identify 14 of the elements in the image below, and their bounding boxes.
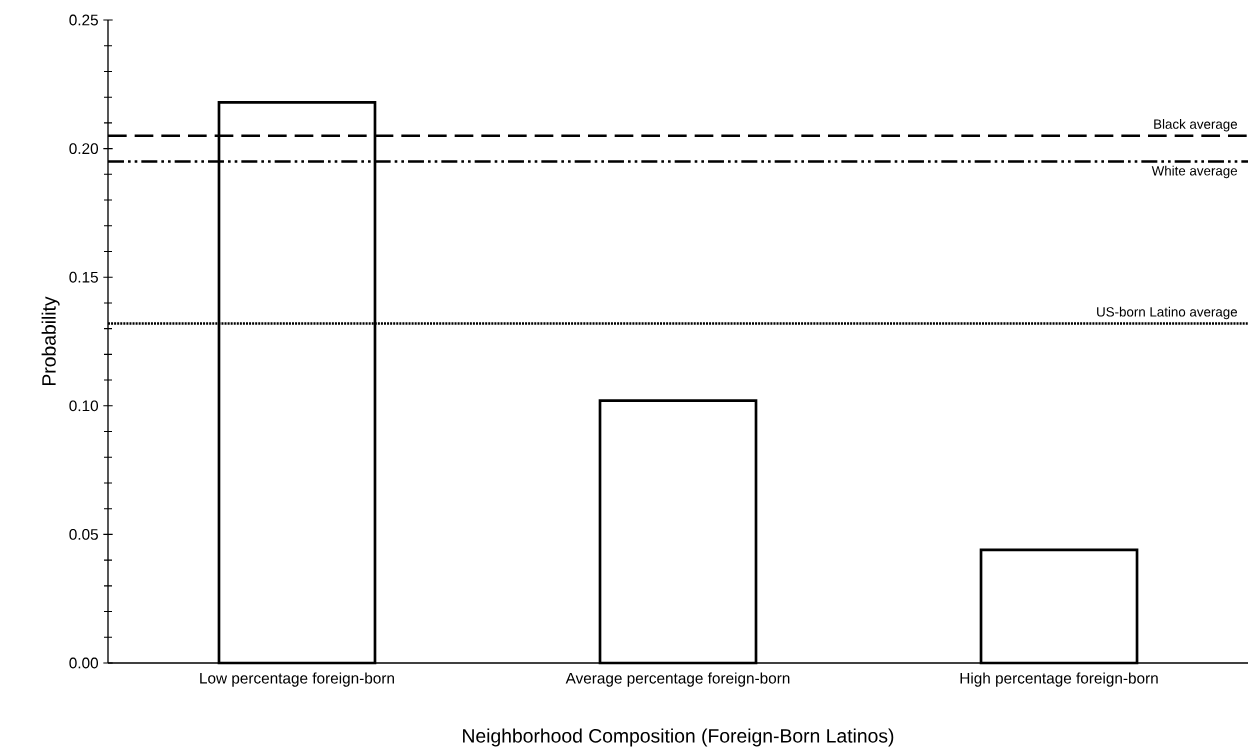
x-tick-label: High percentage foreign-born xyxy=(960,672,1158,687)
y-tick-label: 0.05 xyxy=(69,528,98,540)
y-tick-label: 0.00 xyxy=(69,657,99,669)
y-axis-title: Probability xyxy=(41,296,60,386)
ref-line-label: White average xyxy=(1151,165,1238,179)
ref-line-label: US-born Latino average xyxy=(1097,306,1238,320)
y-tick-label: 0.15 xyxy=(69,271,98,283)
x-axis-title: Neighborhood Composition (Foreign-Born Latinos) xyxy=(463,728,894,747)
y-tick-label: 0.25 xyxy=(69,14,98,26)
x-tick-label: Average percentage foreign-born xyxy=(565,672,790,687)
y-tick-label: 0.10 xyxy=(69,400,99,412)
x-tick-label: Low percentage foreign-born xyxy=(200,672,394,687)
y-tick-label: 0.20 xyxy=(69,143,99,155)
ref-line-label: Black average xyxy=(1154,119,1238,132)
